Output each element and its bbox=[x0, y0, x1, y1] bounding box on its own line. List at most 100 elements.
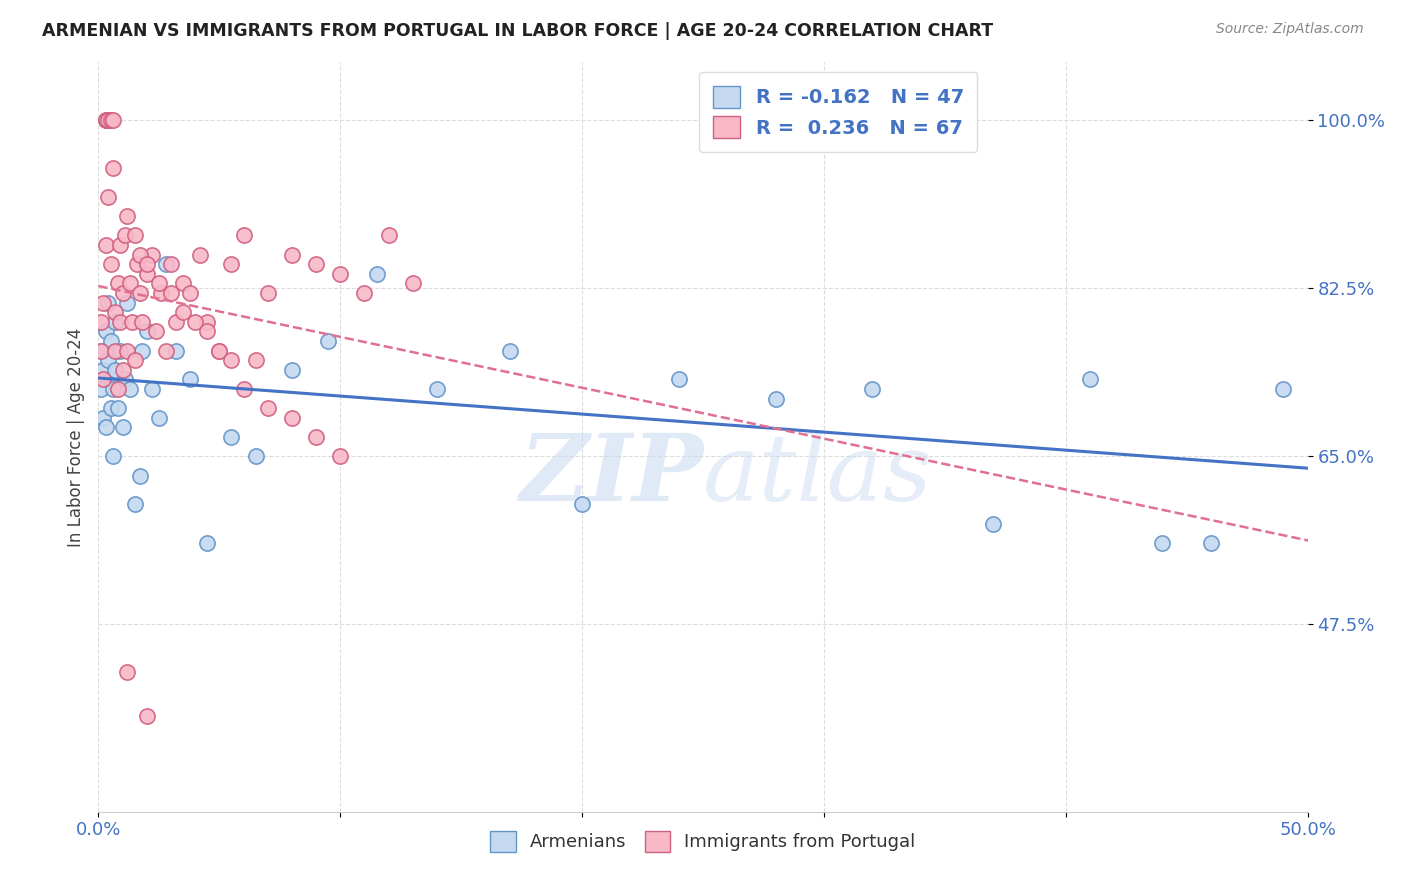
Point bbox=[188, 247, 211, 261]
Point bbox=[131, 343, 153, 358]
Point bbox=[127, 257, 149, 271]
Point bbox=[101, 382, 124, 396]
Text: ARMENIAN VS IMMIGRANTS FROM PORTUGAL IN LABOR FORCE | AGE 20-24 CORRELATION CHAR: ARMENIAN VS IMMIGRANTS FROM PORTUGAL IN … bbox=[42, 22, 993, 40]
Point bbox=[184, 315, 207, 329]
Point bbox=[141, 382, 163, 396]
Point bbox=[108, 315, 131, 329]
Legend: Armenians, Immigrants from Portugal: Armenians, Immigrants from Portugal bbox=[484, 823, 922, 859]
Y-axis label: In Labor Force | Age 20-24: In Labor Force | Age 20-24 bbox=[66, 327, 84, 547]
Point bbox=[121, 315, 143, 329]
Point bbox=[107, 277, 129, 291]
Point bbox=[245, 450, 267, 464]
Point bbox=[101, 113, 124, 128]
Point bbox=[221, 430, 243, 444]
Point bbox=[172, 305, 194, 319]
Point bbox=[402, 277, 425, 291]
Point bbox=[117, 295, 139, 310]
Point bbox=[100, 401, 122, 416]
Point bbox=[100, 372, 122, 386]
Point bbox=[1078, 372, 1101, 386]
Point bbox=[305, 257, 328, 271]
Text: ZIP: ZIP bbox=[519, 430, 703, 519]
Point bbox=[118, 382, 141, 396]
Point bbox=[117, 209, 139, 223]
Point bbox=[155, 257, 177, 271]
Point bbox=[94, 238, 117, 252]
Point bbox=[305, 430, 328, 444]
Point bbox=[124, 353, 146, 368]
Text: Source: ZipAtlas.com: Source: ZipAtlas.com bbox=[1216, 22, 1364, 37]
Point bbox=[172, 277, 194, 291]
Point bbox=[128, 247, 150, 261]
Point bbox=[498, 343, 520, 358]
Point bbox=[128, 468, 150, 483]
Point bbox=[94, 113, 117, 128]
Point bbox=[117, 665, 139, 680]
Point bbox=[366, 267, 388, 281]
Point bbox=[165, 343, 187, 358]
Point bbox=[150, 285, 173, 300]
Point bbox=[91, 372, 114, 386]
Point bbox=[1199, 535, 1222, 549]
Point bbox=[104, 305, 127, 319]
Point bbox=[104, 343, 127, 358]
Point bbox=[208, 343, 231, 358]
Point bbox=[114, 228, 136, 243]
Point bbox=[111, 363, 134, 377]
Point bbox=[256, 401, 278, 416]
Point bbox=[353, 285, 375, 300]
Point bbox=[160, 257, 183, 271]
Point bbox=[256, 285, 278, 300]
Text: atlas: atlas bbox=[703, 430, 932, 519]
Point bbox=[860, 382, 883, 396]
Point bbox=[124, 497, 146, 511]
Point bbox=[981, 516, 1004, 531]
Point bbox=[377, 228, 399, 243]
Point bbox=[221, 257, 243, 271]
Point bbox=[131, 315, 153, 329]
Point bbox=[232, 382, 254, 396]
Point bbox=[281, 410, 304, 425]
Point bbox=[108, 343, 131, 358]
Point bbox=[179, 372, 201, 386]
Point bbox=[94, 113, 117, 128]
Point bbox=[90, 343, 112, 358]
Point bbox=[316, 334, 339, 348]
Point bbox=[124, 228, 146, 243]
Point bbox=[165, 315, 187, 329]
Point bbox=[90, 382, 112, 396]
Point bbox=[111, 420, 134, 434]
Point bbox=[195, 315, 218, 329]
Point bbox=[179, 285, 201, 300]
Point bbox=[281, 363, 304, 377]
Point bbox=[94, 325, 117, 339]
Point bbox=[91, 410, 114, 425]
Point bbox=[571, 497, 593, 511]
Point bbox=[91, 295, 114, 310]
Point bbox=[195, 535, 218, 549]
Point bbox=[97, 353, 120, 368]
Point bbox=[245, 353, 267, 368]
Point bbox=[1152, 535, 1174, 549]
Point bbox=[135, 257, 157, 271]
Point bbox=[160, 285, 183, 300]
Point bbox=[329, 267, 352, 281]
Point bbox=[100, 334, 122, 348]
Point bbox=[135, 708, 157, 723]
Point bbox=[104, 363, 127, 377]
Point bbox=[90, 315, 112, 329]
Point bbox=[94, 420, 117, 434]
Point bbox=[107, 382, 129, 396]
Point bbox=[135, 267, 157, 281]
Point bbox=[145, 325, 167, 339]
Point bbox=[101, 450, 124, 464]
Point bbox=[118, 277, 141, 291]
Point bbox=[128, 285, 150, 300]
Point bbox=[765, 392, 787, 406]
Point bbox=[90, 343, 112, 358]
Point bbox=[232, 228, 254, 243]
Point bbox=[104, 315, 127, 329]
Point bbox=[114, 372, 136, 386]
Point bbox=[329, 450, 352, 464]
Point bbox=[117, 343, 139, 358]
